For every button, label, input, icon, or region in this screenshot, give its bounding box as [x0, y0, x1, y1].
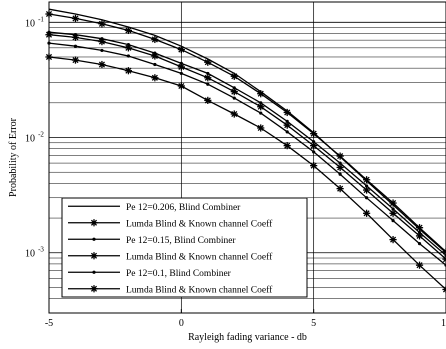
y-tick-base: 10	[25, 249, 35, 260]
data-point	[74, 45, 77, 48]
legend: Pe 12=0.206, Blind Combiner Lumda Blind &…	[62, 198, 307, 297]
data-point	[206, 83, 209, 86]
data-point	[337, 185, 344, 192]
legend-label: Pe 12=0.15, Blind Combiner	[126, 236, 236, 246]
legend-label: Pe 12=0.1, Blind Combiner	[126, 269, 232, 279]
data-point	[365, 196, 368, 199]
legend-swatch-marker	[92, 271, 95, 274]
x-tick-label: -5	[45, 318, 53, 329]
data-point	[284, 109, 291, 116]
data-point	[98, 61, 105, 68]
x-axis-label: Rayleigh fading variance - db	[188, 332, 307, 343]
data-point	[204, 97, 211, 104]
data-point	[416, 232, 423, 239]
y-tick-exponent: -2	[38, 131, 44, 139]
data-point	[312, 150, 315, 153]
y-tick-base: 10	[25, 134, 35, 145]
x-tick-label: 5	[311, 318, 316, 329]
data-point	[310, 162, 317, 169]
legend-label: Lumda Blind & Known channel Coeff	[126, 218, 273, 229]
data-point	[72, 15, 79, 22]
x-tick-label: 0	[179, 318, 184, 329]
data-point	[257, 103, 264, 110]
data-point	[178, 46, 185, 53]
data-point	[257, 124, 264, 131]
data-point	[259, 111, 262, 114]
data-point	[178, 82, 185, 89]
data-point	[257, 90, 264, 97]
y-tick-base: 10	[25, 18, 35, 29]
data-point	[337, 164, 344, 171]
data-point	[337, 152, 344, 159]
data-point	[286, 130, 289, 133]
legend-label: Lumda Blind & Known channel Coeff	[126, 251, 273, 262]
legend-swatch-marker	[90, 285, 97, 292]
data-point	[204, 59, 211, 66]
data-point	[363, 210, 370, 217]
legend-label: Pe 12=0.206, Blind Combiner	[126, 203, 241, 213]
data-point	[178, 63, 185, 70]
legend-swatch-marker	[90, 219, 97, 226]
data-point	[231, 73, 238, 80]
data-point	[284, 122, 291, 129]
data-point	[284, 142, 291, 149]
data-point	[72, 56, 79, 63]
data-point	[125, 27, 132, 34]
legend-label: Lumda Blind & Known channel Coeff	[126, 284, 273, 295]
data-point	[100, 49, 103, 52]
y-axis-label: Probability of Error	[8, 117, 19, 197]
data-point	[418, 242, 421, 245]
data-point	[339, 173, 342, 176]
data-point	[125, 44, 132, 51]
data-point	[125, 67, 132, 74]
data-point	[310, 130, 317, 137]
data-point	[389, 236, 396, 243]
data-point	[416, 262, 423, 269]
data-point	[231, 88, 238, 95]
data-point	[389, 210, 396, 217]
y-tick-exponent: -1	[38, 15, 44, 23]
data-point	[204, 74, 211, 81]
data-point	[153, 63, 156, 66]
data-point	[310, 142, 317, 149]
legend-swatch-marker	[92, 238, 95, 241]
data-point	[72, 34, 79, 41]
y-tick-exponent: -3	[38, 246, 44, 254]
data-point	[127, 54, 130, 57]
data-point	[391, 219, 394, 222]
data-point	[363, 186, 370, 193]
data-point	[363, 176, 370, 183]
data-point	[231, 110, 238, 117]
x-tick-label: 10	[441, 318, 446, 329]
legend-swatch-marker	[90, 252, 97, 259]
data-point	[98, 20, 105, 27]
data-point	[151, 52, 158, 59]
data-point	[98, 38, 105, 45]
data-point	[151, 36, 158, 43]
legend-box	[62, 198, 307, 297]
data-point	[151, 74, 158, 81]
data-point	[389, 199, 396, 206]
data-point	[180, 72, 183, 75]
data-point	[233, 96, 236, 99]
